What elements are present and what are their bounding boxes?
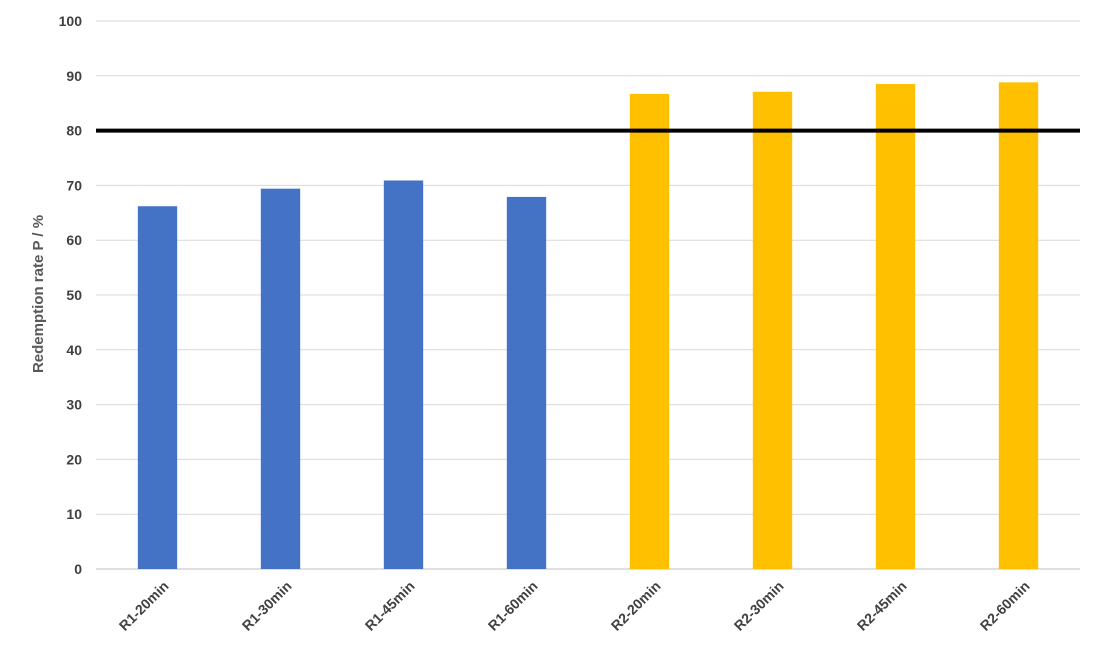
x-tick-label: R1-60min (485, 578, 541, 634)
bar-r2-60min (998, 82, 1039, 569)
bar-r2-30min (752, 91, 793, 569)
bar-r2-45min (875, 84, 916, 570)
bar-r1-20min (137, 206, 178, 569)
y-axis-title: Redemption rate P / % (30, 215, 47, 373)
y-tick-label: 80 (66, 123, 82, 139)
bar-r1-30min (260, 188, 301, 570)
y-tick-label: 10 (66, 506, 82, 522)
y-tick-label: 90 (66, 68, 82, 84)
x-tick-labels: R1-20min R1-30min R1-45min R1-60min R2-20min… (116, 578, 1033, 634)
y-tick-label: 100 (59, 13, 83, 29)
y-tick-label: 60 (66, 232, 82, 248)
x-tick-label: R1-20min (116, 578, 172, 634)
bar-r2-20min (629, 93, 670, 569)
x-tick-label: R1-45min (362, 578, 418, 634)
bars (137, 82, 1039, 570)
y-tick-label: 40 (66, 342, 82, 358)
y-tick-label: 30 (66, 397, 82, 413)
y-tick-label: 70 (66, 177, 82, 193)
gridlines (96, 20, 1080, 570)
x-tick-label: R2-30min (731, 578, 787, 634)
y-tick-label: 0 (74, 561, 82, 577)
x-tick-label: R2-45min (854, 578, 910, 634)
y-tick-label: 20 (66, 451, 82, 467)
bar-r1-45min (383, 180, 424, 569)
bar-r1-60min (506, 196, 547, 569)
x-tick-label: R2-60min (977, 578, 1033, 634)
y-tick-labels: 0 10 20 30 40 50 60 70 80 90 100 (59, 13, 83, 577)
x-tick-label: R2-20min (608, 578, 664, 634)
x-tick-label: R1-30min (239, 578, 295, 634)
y-tick-label: 50 (66, 287, 82, 303)
